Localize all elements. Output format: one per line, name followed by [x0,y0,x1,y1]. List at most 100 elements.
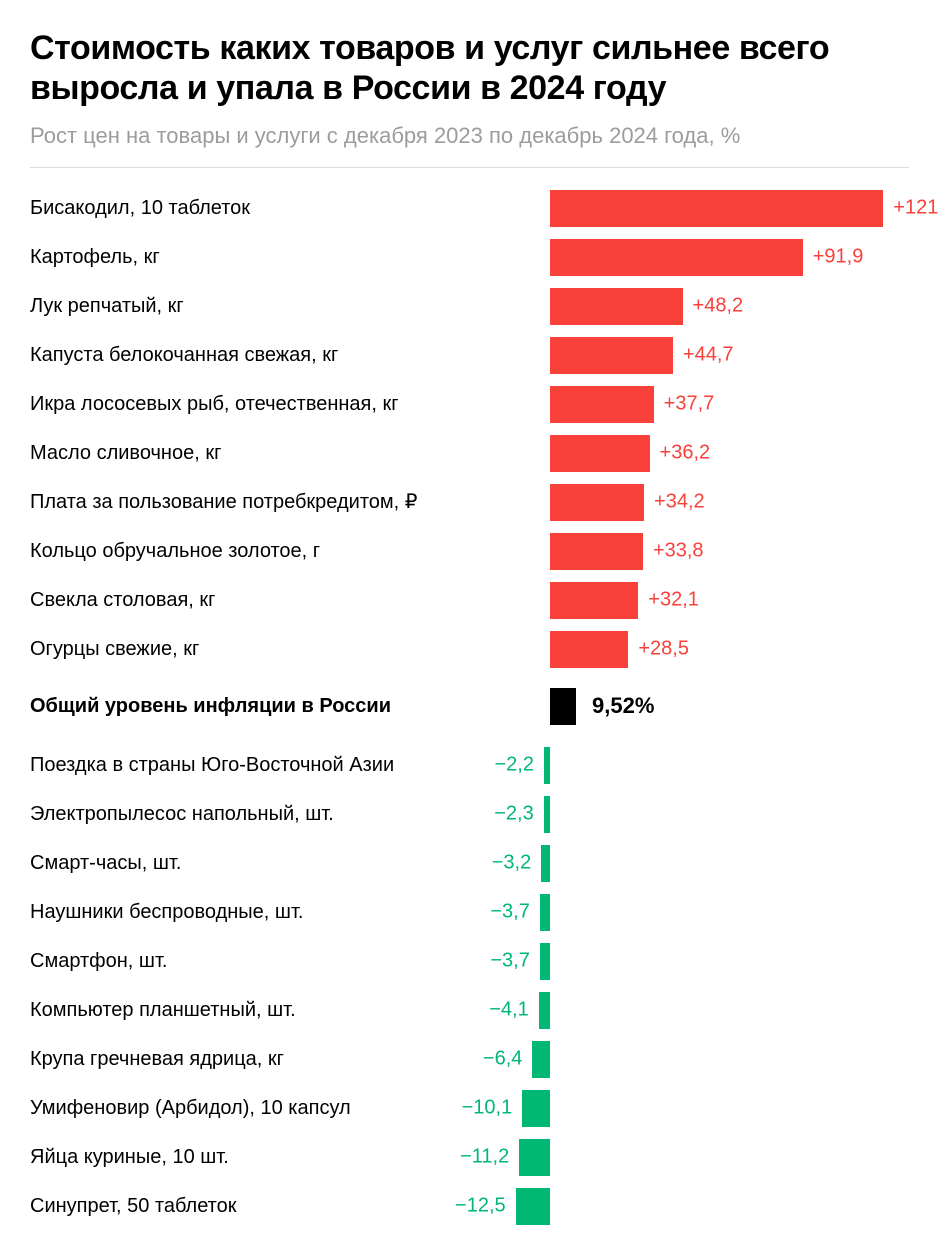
bar-row-positive: Свекла столовая, кг +32,1 [30,576,909,625]
bar-value: −10,1 [462,1097,513,1120]
bar-plot: +34,2 [490,478,909,527]
summary-bar [550,688,576,725]
bar-plot: −3,2 [490,839,909,888]
bar-label: Свекла столовая, кг [30,588,490,612]
bar [550,288,683,325]
bar-value: +48,2 [693,295,744,318]
bar [550,533,643,570]
bar-plot: +37,7 [490,380,909,429]
bar [539,992,550,1029]
bar [550,582,638,619]
bar-label: Плата за пользование потребкредитом, ₽ [30,490,490,514]
bar-row-positive: Плата за пользование потребкредитом, ₽+3… [30,478,909,527]
bar-label: Умифеновир (Арбидол), 10 капсул [30,1096,490,1120]
bar-plot: +44,7 [490,331,909,380]
bar-label: Яйца куриные, 10 шт. [30,1145,490,1169]
bar-plot: −6,4 [490,1035,909,1084]
bar-plot: +28,5 [490,625,909,674]
bar-row-positive: Огурцы свежие, кг +28,5 [30,625,909,674]
bar-row-negative: Крупа гречневая ядрица, кг−6,4 [30,1035,909,1084]
bar-value: −3,2 [492,852,531,875]
bar-rows: Бисакодил, 10 таблеток+121,2Картофель, к… [30,184,909,1231]
bar-row-positive: Масло сливочное, кг +36,2 [30,429,909,478]
bar-label: Масло сливочное, кг [30,441,490,465]
bar [522,1090,550,1127]
bar [532,1041,550,1078]
bar-label: Смарт-часы, шт. [30,851,490,875]
bar-plot: −10,1 [490,1084,909,1133]
bar-value: +28,5 [638,638,689,661]
bar-label: Синупрет, 50 таблеток [30,1194,490,1218]
bar [540,943,550,980]
bar-value: +91,9 [813,246,864,269]
bar-value: −2,3 [494,803,533,826]
bar-row-positive: Картофель, кг +91,9 [30,233,909,282]
bar-row-negative: Электропылесос напольный, шт.−2,3 [30,790,909,839]
chart-title: Стоимость каких товаров и услуг сильнее … [30,28,909,108]
bar-row-positive: Лук репчатый, кг +48,2 [30,282,909,331]
bar [550,337,673,374]
bar-row-negative: Компьютер планшетный, шт.−4,1 [30,986,909,1035]
bar-row-negative: Наушники беспроводные, шт.−3,7 [30,888,909,937]
bar-plot: −3,7 [490,888,909,937]
bar-label: Поездка в страны Юго-Восточной Азии [30,753,490,777]
summary-label: Общий уровень инфляции в России [30,694,490,718]
bar-plot: 9,52% [490,682,909,731]
bar-plot: −11,2 [490,1133,909,1182]
bar-label: Картофель, кг [30,245,490,269]
header-divider [30,167,909,168]
bar [550,631,628,668]
bar-row-negative: Яйца куриные, 10 шт.−11,2 [30,1133,909,1182]
bar-value: +33,8 [653,540,704,563]
bar [550,484,644,521]
bar [550,239,803,276]
bar-row-positive: Кольцо обручальное золотое, г +33,8 [30,527,909,576]
bar-label: Смартфон, шт. [30,949,490,973]
bar-plot: +91,9 [490,233,909,282]
bar-value: +32,1 [648,589,699,612]
bar-label: Кольцо обручальное золотое, г [30,539,490,563]
bar-label: Крупа гречневая ядрица, кг [30,1047,490,1071]
bar [516,1188,550,1225]
bar-row-negative: Умифеновир (Арбидол), 10 капсул−10,1 [30,1084,909,1133]
bar-row-negative: Смартфон, шт.−3,7 [30,937,909,986]
bar-plot: +48,2 [490,282,909,331]
bar-row-positive: Бисакодил, 10 таблеток+121,2 [30,184,909,233]
bar-row-positive: Капуста белокочанная свежая, кг +44,7 [30,331,909,380]
bar-plot: −2,2 [490,741,909,790]
bar-plot: +32,1 [490,576,909,625]
bar-plot: −2,3 [490,790,909,839]
bar-row-negative: Синупрет, 50 таблеток−12,5 [30,1182,909,1231]
bar-value: −4,1 [489,999,528,1022]
bar-plot: +121,2 [490,184,909,233]
bar-value: −6,4 [483,1048,522,1071]
bar-label: Капуста белокочанная свежая, кг [30,343,490,367]
bar-value: −3,7 [490,901,529,924]
bar-label: Бисакодил, 10 таблеток [30,196,490,220]
bar-value: −11,2 [460,1146,509,1169]
summary-value: 9,52% [592,693,654,719]
bar-label: Электропылесос напольный, шт. [30,802,490,826]
bar-label: Наушники беспроводные, шт. [30,900,490,924]
bar-plot: +36,2 [490,429,909,478]
bar-plot: −3,7 [490,937,909,986]
bar-label: Икра лососевых рыб, отечественная, кг [30,392,490,416]
bar-row-negative: Поездка в страны Юго-Восточной Азии−2,2 [30,741,909,790]
bar-value: −12,5 [455,1195,506,1218]
bar-value: +37,7 [664,393,715,416]
bar [519,1139,550,1176]
bar-label: Огурцы свежие, кг [30,637,490,661]
bar-label: Компьютер планшетный, шт. [30,998,490,1022]
bar-value: +44,7 [683,344,734,367]
bar [541,845,550,882]
bar-value: +121,2 [893,197,939,220]
bar-value: −3,7 [490,950,529,973]
bar [550,386,654,423]
bar [550,435,650,472]
price-change-chart: Стоимость каких товаров и услуг сильнее … [0,0,939,1241]
bar-value: −2,2 [494,754,533,777]
bar-row-positive: Икра лососевых рыб, отечественная, кг +37… [30,380,909,429]
chart-subtitle: Рост цен на товары и услуги с декабря 20… [30,122,909,151]
bar-label: Лук репчатый, кг [30,294,490,318]
bar-value: +36,2 [660,442,711,465]
